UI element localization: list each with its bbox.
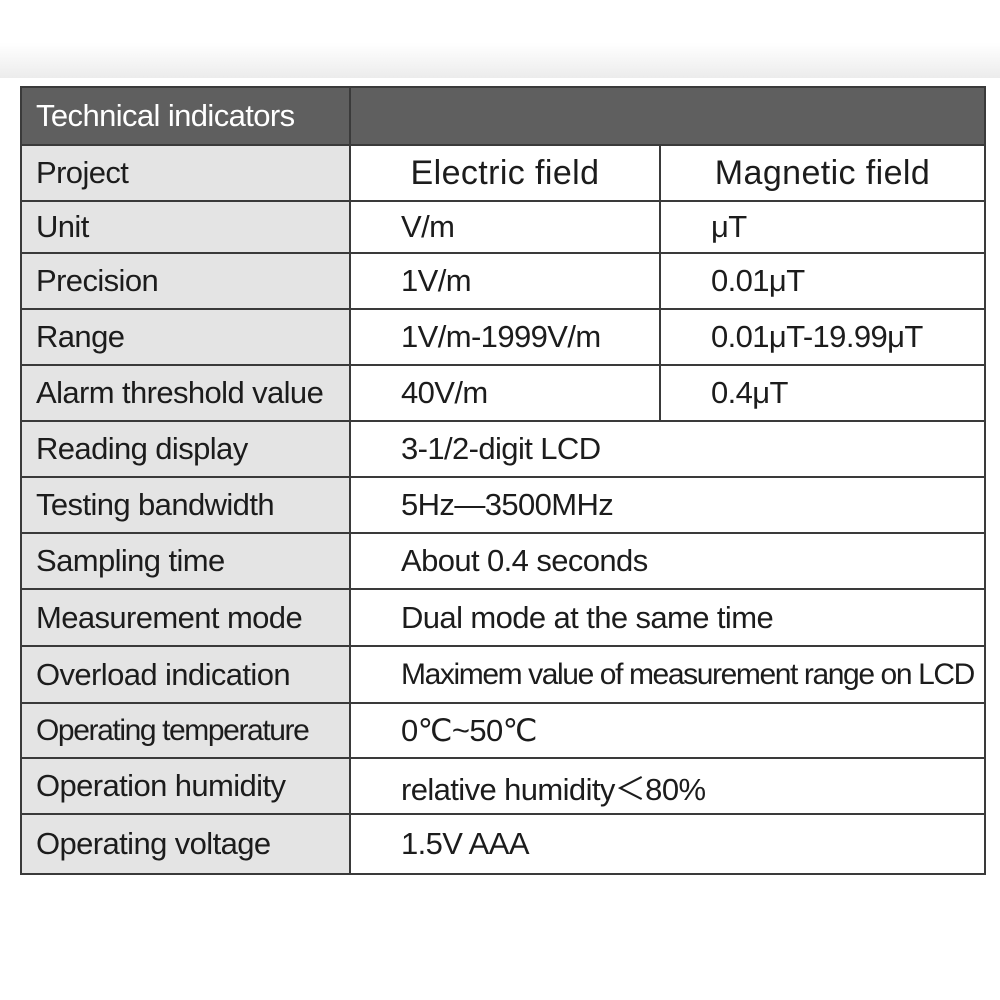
- row-label: Precision: [20, 252, 351, 310]
- row-value: 1.5V AAA: [349, 813, 986, 875]
- row-label: Sampling time: [20, 532, 351, 590]
- row-value: 5Hz—3500MHz: [349, 476, 986, 534]
- row-value: 3-1/2-digit LCD: [349, 420, 986, 478]
- table-row: Overload indication Maximem value of mea…: [20, 645, 986, 704]
- table-row: Reading display 3-1/2-digit LCD: [20, 420, 986, 478]
- row-label: Range: [20, 308, 351, 366]
- row-label: Operating temperature: [20, 702, 351, 759]
- spec-table: Technical indicators Project Electric fi…: [20, 86, 986, 875]
- row-value: Maximem value of measurement range on LC…: [349, 645, 986, 704]
- magnetic-value: 0.4μT: [659, 364, 986, 422]
- table-row: Alarm threshold value 40V/m 0.4μT: [20, 364, 986, 422]
- table-row: Unit V/m μT: [20, 200, 986, 254]
- electric-value: 40V/m: [349, 364, 661, 422]
- table-title: Technical indicators: [20, 86, 351, 146]
- row-label: Testing bandwidth: [20, 476, 351, 534]
- top-shade: [0, 0, 1000, 78]
- table-row: Operating temperature 0℃~50℃: [20, 702, 986, 759]
- column-header-electric: Electric field: [349, 144, 661, 202]
- row-label: Reading display: [20, 420, 351, 478]
- column-header-magnetic: Magnetic field: [659, 144, 986, 202]
- row-value: 0℃~50℃: [349, 702, 986, 759]
- row-value: Dual mode at the same time: [349, 588, 986, 647]
- table-row: Operation humidity relative humidity＜80%: [20, 757, 986, 815]
- row-label: Overload indication: [20, 645, 351, 704]
- row-value: relative humidity＜80%: [349, 757, 986, 815]
- row-label: Unit: [20, 200, 351, 254]
- row-value: About 0.4 seconds: [349, 532, 986, 590]
- table-row: Operating voltage 1.5V AAA: [20, 813, 986, 875]
- row-label: Alarm threshold value: [20, 364, 351, 422]
- electric-value: 1V/m-1999V/m: [349, 308, 661, 366]
- row-label: Operation humidity: [20, 757, 351, 815]
- column-header-row: Project Electric field Magnetic field: [20, 144, 986, 202]
- electric-value: 1V/m: [349, 252, 661, 310]
- magnetic-value: μT: [659, 200, 986, 254]
- table-row: Sampling time About 0.4 seconds: [20, 532, 986, 590]
- table-row: Range 1V/m-1999V/m 0.01μT-19.99μT: [20, 308, 986, 366]
- table-header-row: Technical indicators: [20, 86, 986, 146]
- table-row: Testing bandwidth 5Hz—3500MHz: [20, 476, 986, 534]
- electric-value: V/m: [349, 200, 661, 254]
- column-header-project: Project: [20, 144, 351, 202]
- row-label: Measurement mode: [20, 588, 351, 647]
- table-title-fill: [349, 86, 986, 146]
- table-row: Precision 1V/m 0.01μT: [20, 252, 986, 310]
- row-label: Operating voltage: [20, 813, 351, 875]
- magnetic-value: 0.01μT: [659, 252, 986, 310]
- table-row: Measurement mode Dual mode at the same t…: [20, 588, 986, 647]
- magnetic-value: 0.01μT-19.99μT: [659, 308, 986, 366]
